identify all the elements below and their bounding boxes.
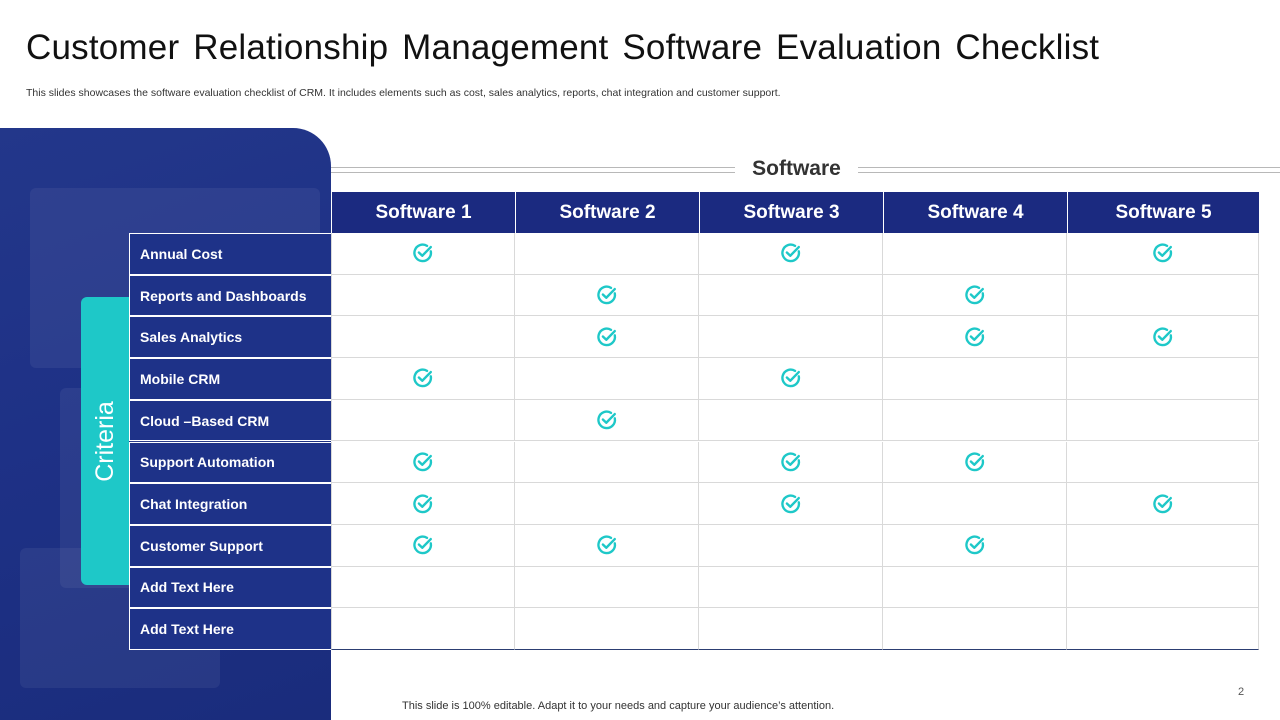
table-cell	[515, 274, 699, 317]
table-cell	[1067, 441, 1259, 484]
check-circle-icon	[596, 535, 616, 555]
table-cell	[331, 483, 515, 525]
check-circle-icon	[413, 535, 433, 555]
criteria-row-label: Chat Integration	[129, 483, 331, 525]
table-cell	[1067, 566, 1259, 609]
criteria-row-label: Customer Support	[129, 524, 331, 567]
column-header-software-5: Software 5	[1067, 192, 1259, 233]
check-circle-icon	[780, 452, 800, 472]
check-circle-icon	[1152, 243, 1172, 263]
slide-title: Customer Relationship Management Softwar…	[26, 28, 1100, 67]
table-cell	[699, 566, 883, 609]
table-cell	[1067, 399, 1259, 442]
software-group-label: Software	[752, 157, 841, 180]
software-header-line-left	[331, 167, 735, 173]
table-cell	[883, 233, 1067, 275]
table-cell	[1067, 274, 1259, 317]
table-cell	[515, 441, 699, 484]
table-cell	[1067, 358, 1259, 400]
check-circle-icon	[413, 368, 433, 388]
check-circle-icon	[964, 452, 984, 472]
software-header-line-right	[858, 167, 1280, 173]
table-cell	[699, 274, 883, 317]
table-cell	[515, 608, 699, 650]
page-number: 2	[1238, 686, 1245, 698]
table-cell	[1067, 524, 1259, 567]
check-circle-icon	[1152, 327, 1172, 347]
check-circle-icon	[596, 410, 616, 430]
table-cell	[1067, 483, 1259, 525]
table-cell	[1067, 608, 1259, 650]
table-cell	[515, 316, 699, 359]
table-cell	[331, 566, 515, 609]
criteria-row-label: Cloud –Based CRM	[129, 399, 331, 442]
table-cell	[699, 399, 883, 442]
table-cell	[331, 274, 515, 317]
table-cell	[331, 358, 515, 400]
table-cell	[883, 399, 1067, 442]
slide-subtitle: This slides showcases the software evalu…	[26, 87, 781, 99]
criteria-row-label: Mobile CRM	[129, 358, 331, 400]
table-cell	[883, 358, 1067, 400]
table-cell	[699, 441, 883, 484]
criteria-row-label: Add Text Here	[129, 566, 331, 609]
criteria-label-wrap: Criteria	[81, 297, 129, 585]
table-cell	[515, 399, 699, 442]
criteria-label: Criteria	[90, 400, 119, 482]
table-cell	[515, 483, 699, 525]
table-cell	[331, 441, 515, 484]
column-header-software-3: Software 3	[699, 192, 883, 233]
check-circle-icon	[964, 285, 984, 305]
check-circle-icon	[780, 493, 800, 513]
table-cell	[1067, 233, 1259, 275]
table-cell	[331, 399, 515, 442]
check-circle-icon	[596, 327, 616, 347]
criteria-row-label: Add Text Here	[129, 608, 331, 650]
check-circle-icon	[964, 535, 984, 555]
table-cell	[883, 566, 1067, 609]
check-circle-icon	[1152, 493, 1172, 513]
check-circle-icon	[413, 243, 433, 263]
table-cell	[883, 608, 1067, 650]
table-cell	[331, 316, 515, 359]
table-cell	[331, 608, 515, 650]
column-header-software-4: Software 4	[883, 192, 1067, 233]
check-circle-icon	[413, 493, 433, 513]
table-cell	[699, 316, 883, 359]
check-circle-icon	[780, 243, 800, 263]
table-cell	[331, 233, 515, 275]
criteria-tab	[81, 297, 129, 585]
check-circle-icon	[964, 327, 984, 347]
table-cell	[699, 358, 883, 400]
table-cell	[515, 566, 699, 609]
check-circle-icon	[413, 452, 433, 472]
table-cell	[699, 233, 883, 275]
table-cell	[699, 483, 883, 525]
table-cell	[699, 524, 883, 567]
table-cell	[1067, 316, 1259, 359]
criteria-row-label: Support Automation	[129, 441, 331, 484]
table-cell	[515, 358, 699, 400]
table-cell	[883, 524, 1067, 567]
criteria-row-label: Reports and Dashboards	[129, 274, 331, 317]
column-header-software-2: Software 2	[515, 192, 699, 233]
slide-footer: This slide is 100% editable. Adapt it to…	[402, 700, 835, 712]
table-cell	[515, 233, 699, 275]
criteria-row-label: Sales Analytics	[129, 316, 331, 359]
table-cell	[883, 274, 1067, 317]
table-cell	[699, 608, 883, 650]
table-cell	[515, 524, 699, 567]
table-cell	[883, 483, 1067, 525]
table-cell	[883, 316, 1067, 359]
evaluation-table: Software 1 Software 2 Software 3 Software 4…	[129, 192, 1259, 650]
column-header-software-1: Software 1	[331, 192, 515, 233]
check-circle-icon	[596, 285, 616, 305]
criteria-row-label: Annual Cost	[129, 233, 331, 275]
table-cell	[331, 524, 515, 567]
check-circle-icon	[780, 368, 800, 388]
table-cell	[883, 441, 1067, 484]
